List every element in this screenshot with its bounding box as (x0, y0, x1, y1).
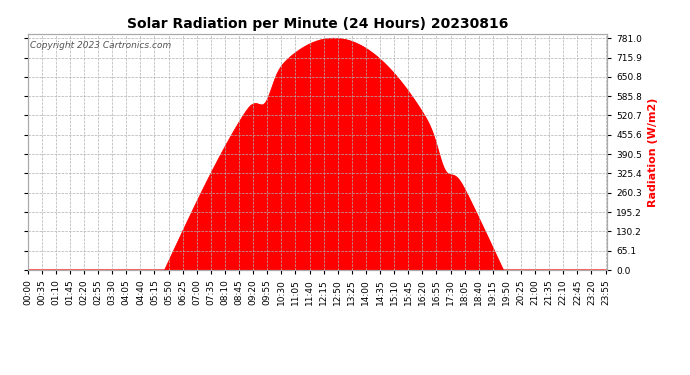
Text: Copyright 2023 Cartronics.com: Copyright 2023 Cartronics.com (30, 41, 172, 50)
Y-axis label: Radiation (W/m2): Radiation (W/m2) (648, 97, 658, 207)
Title: Solar Radiation per Minute (24 Hours) 20230816: Solar Radiation per Minute (24 Hours) 20… (127, 17, 508, 31)
